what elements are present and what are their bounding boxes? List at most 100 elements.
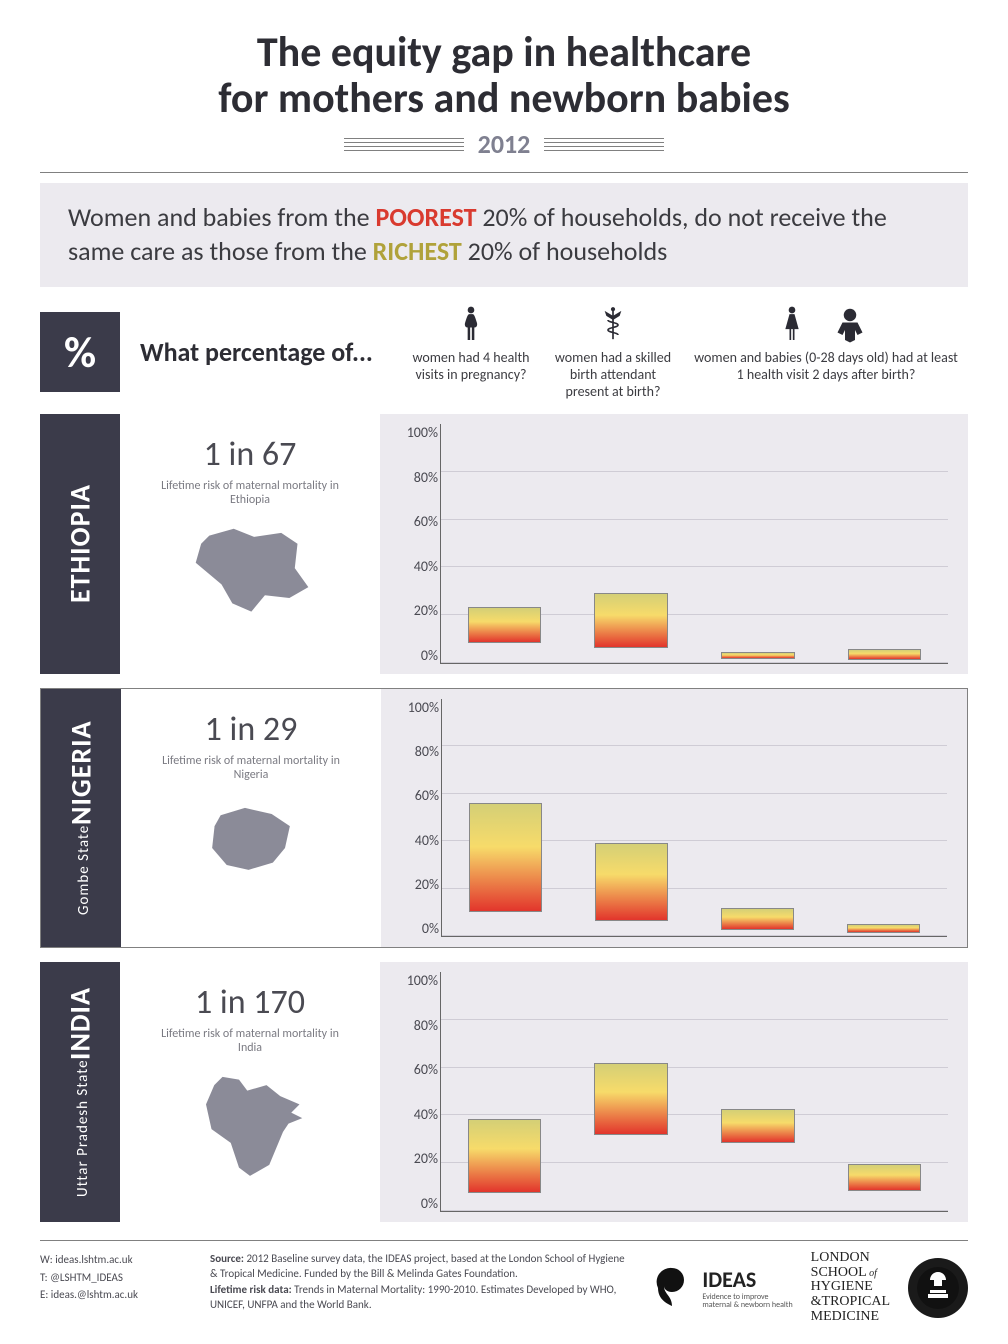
bar-wrap: [568, 424, 695, 663]
bar: [594, 593, 668, 648]
decor-lines-right: [544, 138, 664, 151]
bar-wrap: [568, 972, 695, 1211]
country-desc: Lifetime risk of maternal mortality in E…: [160, 479, 340, 508]
col-1: women had 4 health visits in pregnancy?: [400, 305, 542, 400]
year-row: 2012: [40, 128, 968, 160]
ideas-sub2: maternal & newborn health: [702, 1301, 792, 1309]
question-row: % What percentage of... women had 4 heal…: [40, 305, 968, 400]
bar-wrap: [441, 972, 568, 1211]
axis-tick: 100%: [390, 424, 438, 441]
intro-box: Women and babies from the POOREST 20% of…: [40, 183, 968, 287]
contact-email: E: ideas.@lshtm.ac.uk: [40, 1286, 190, 1304]
bar: [721, 1109, 795, 1142]
country-block: Gombe StateNIGERIA 1 in 29 Lifetime risk o…: [40, 688, 968, 948]
bar: [848, 649, 922, 661]
decor-lines-left: [344, 138, 464, 151]
col-2: women had a skilled birth attendant pres…: [542, 305, 684, 400]
country-stat: 1 in 67: [204, 434, 297, 475]
plot: [440, 972, 948, 1212]
bar-wrap: [821, 424, 948, 663]
crest-icon: [916, 1266, 960, 1310]
country-stat: 1 in 29: [205, 709, 298, 750]
ideas-icon: [650, 1266, 694, 1310]
bar: [721, 908, 794, 929]
bars: [441, 972, 948, 1211]
country-desc: Lifetime risk of maternal mortality in I…: [160, 1027, 340, 1056]
bar: [594, 1063, 668, 1135]
axis-tick: 100%: [391, 699, 439, 716]
source-text: 2012 Baseline survey data, the IDEAS pro…: [210, 1252, 625, 1280]
country-name: ETHIOPIA: [63, 485, 98, 604]
lshtm-l2: SCHOOL: [811, 1265, 867, 1280]
axis-tick: 40%: [390, 1106, 438, 1123]
country-side-label: ETHIOPIA: [40, 414, 120, 674]
axis-tick: 0%: [390, 1195, 438, 1212]
lshtm-l2of: of: [867, 1268, 877, 1279]
year-label: 2012: [478, 128, 531, 160]
bar-wrap: [441, 424, 568, 663]
footer: W: ideas.lshtm.ac.uk T: @LSHTM_IDEAS E: …: [40, 1240, 968, 1324]
axis-tick: 0%: [391, 920, 439, 937]
bar-wrap: [442, 699, 568, 936]
y-axis-labels: 100%80%60%40%20%0%: [391, 699, 439, 937]
axis-tick: 40%: [390, 558, 438, 575]
country-info: 1 in 29 Lifetime risk of maternal mortali…: [121, 689, 381, 947]
lshtm-l4: &TROPICAL: [811, 1295, 890, 1310]
axis-tick: 80%: [390, 1017, 438, 1034]
bar-wrap: [695, 699, 821, 936]
y-axis-labels: 100% 80% 60% 40% 20% 0%: [390, 424, 438, 664]
axis-tick: 60%: [391, 787, 439, 804]
plot: [440, 424, 948, 664]
country-side-label: Uttar Pradesh StateINDIA: [40, 962, 120, 1222]
chart-area: 100% 80% 60% 40% 20% 0%: [380, 414, 968, 674]
bar: [848, 1164, 922, 1190]
baby-icon: [830, 305, 870, 345]
contact-twitter: T: @LSHTM_IDEAS: [40, 1269, 190, 1287]
bars: [442, 699, 947, 936]
chart-area: 100%80%60%40%20%0%: [381, 689, 967, 947]
divider: [40, 172, 968, 173]
y-axis-labels: 100%80%60%40%20%0%: [390, 972, 438, 1212]
axis-tick: 80%: [390, 469, 438, 486]
country-name: NIGERIA: [64, 721, 99, 826]
pregnant-icon: [461, 305, 481, 345]
question-columns: women had 4 health visits in pregnancy? …: [400, 305, 968, 400]
intro-poor: POOREST: [376, 201, 477, 233]
col-1-label: women had 4 health visits in pregnancy?: [406, 349, 536, 383]
bar: [468, 607, 542, 643]
woman-icon: [782, 305, 802, 345]
intro-post: 20% of households: [468, 235, 668, 267]
country-desc: Lifetime risk of maternal mortality in N…: [161, 754, 341, 783]
logo-lshtm: LONDON SCHOOL of HYGIENE &TROPICAL MEDIC…: [811, 1251, 890, 1324]
lshtm-l1: LONDON: [811, 1251, 890, 1266]
footer-source: Source: 2012 Baseline survey data, the I…: [210, 1251, 630, 1313]
caduceus-icon: [603, 305, 623, 345]
axis-tick: 60%: [390, 513, 438, 530]
country-subname: Uttar Pradesh State: [74, 1060, 92, 1198]
axis-tick: 20%: [390, 602, 438, 619]
contact-web: W: ideas.lshtm.ac.uk: [40, 1251, 190, 1269]
title-line-2: for mothers and newborn babies: [218, 73, 790, 124]
col-3-4: women and babies (0-28 days old) had at …: [684, 305, 968, 400]
bar-wrap: [695, 972, 822, 1211]
axis-tick: 20%: [391, 876, 439, 893]
ideas-name: IDEAS: [702, 1266, 792, 1293]
col-2-label: women had a skilled birth attendant pres…: [548, 349, 678, 400]
lifetime-label: Lifetime risk data:: [210, 1283, 292, 1296]
chart-area: 100%80%60%40%20%0%: [380, 962, 968, 1222]
bar: [469, 803, 542, 912]
col-34-label: women and babies (0-28 days old) had at …: [690, 349, 962, 383]
country-block: ETHIOPIA 1 in 67 Lifetime risk of maternal…: [40, 414, 968, 674]
bar-wrap: [821, 699, 947, 936]
axis-tick: 40%: [391, 832, 439, 849]
axis-tick: 0%: [390, 647, 438, 664]
lshtm-l5: MEDICINE: [811, 1310, 890, 1325]
bar-wrap: [695, 424, 822, 663]
intro-rich: RICHEST: [373, 235, 462, 267]
country-subname: Gombe State: [75, 825, 93, 915]
country-info: 1 in 67 Lifetime risk of maternal mortali…: [120, 414, 380, 674]
intro-pre: Women and babies from the: [68, 201, 376, 233]
country-name: INDIA: [63, 987, 98, 1060]
lshtm-l3: HYGIENE: [811, 1280, 890, 1295]
footer-contacts: W: ideas.lshtm.ac.uk T: @LSHTM_IDEAS E: …: [40, 1251, 190, 1304]
